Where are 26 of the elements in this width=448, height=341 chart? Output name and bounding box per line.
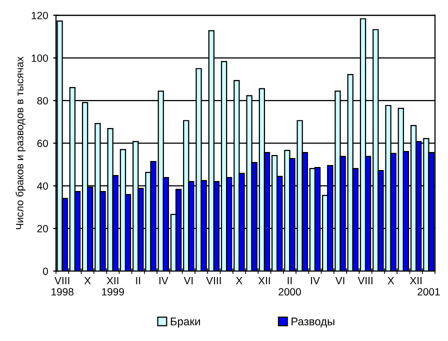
x-tick-label: X — [236, 277, 242, 284]
y-tick-label: 80 — [37, 97, 48, 104]
x-tick-label: VI — [184, 277, 193, 284]
x-tick-label: II — [136, 277, 140, 284]
x-tick-label: VIII 1998 — [52, 277, 74, 296]
x-tick-label: VIII — [206, 277, 221, 284]
x-tick-label: XII — [410, 277, 422, 284]
y-axis-title: Число браков и разводов в тысячах — [16, 56, 26, 230]
x-tick-label: II 2000 — [278, 277, 301, 296]
x-tick-label: X — [388, 277, 394, 284]
y-tick-label: 100 — [32, 54, 48, 62]
x-tick-label: 2001 — [418, 288, 440, 296]
y-tick-label: 120 — [32, 12, 48, 20]
x-tick-label: VI — [335, 277, 344, 284]
y-tick-label: 40 — [37, 182, 48, 190]
y-tick-label: 60 — [37, 140, 48, 148]
x-tick-label: VIII — [358, 277, 372, 284]
x-tick-label: IV — [311, 277, 320, 284]
x-tick-label: IV — [159, 277, 168, 284]
x-tick-label: XII — [258, 277, 270, 284]
y-tick-label: 0 — [42, 268, 48, 275]
y-tick-label: 20 — [37, 224, 48, 232]
legend-label: Разводы — [292, 318, 334, 328]
x-tick-label: XII 1999 — [102, 277, 124, 296]
legend-label: Браки — [170, 318, 200, 328]
x-tick-label: X — [84, 277, 91, 284]
